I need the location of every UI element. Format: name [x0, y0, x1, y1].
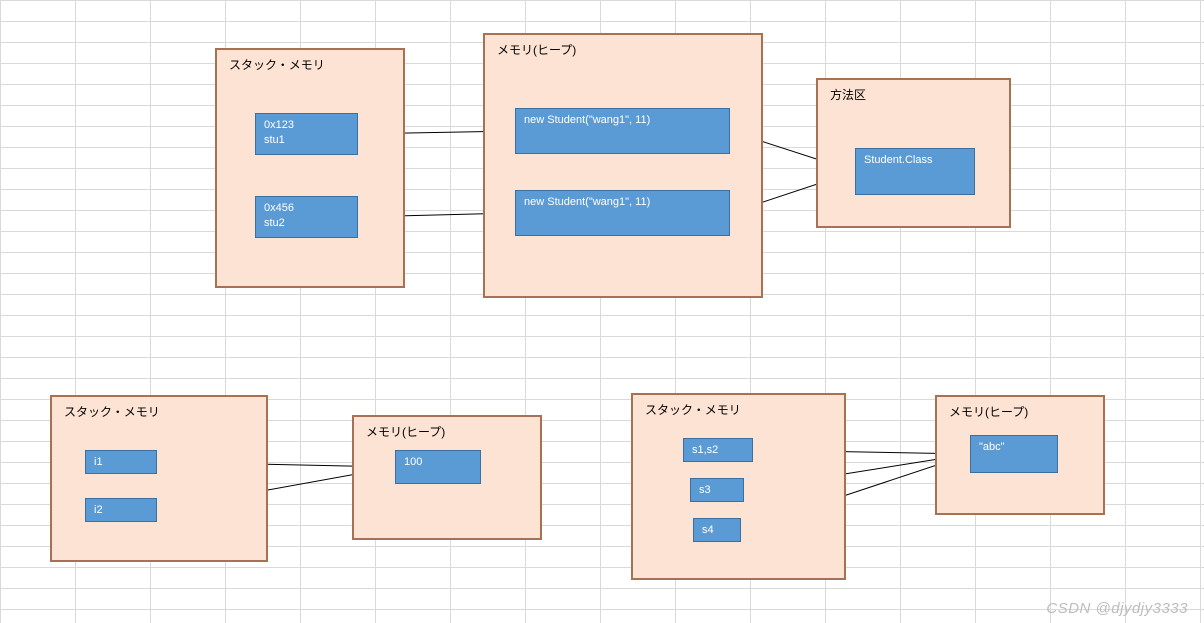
- node-i2: i2: [85, 498, 157, 522]
- node-stuclass: Student.Class: [855, 148, 975, 195]
- node-s4: s4: [693, 518, 741, 542]
- node-stu1: 0x123 stu1: [255, 113, 358, 155]
- panel-heap1: メモリ(ヒープ): [483, 33, 763, 298]
- panel-title-stack3: スタック・メモリ: [645, 401, 741, 418]
- panel-stack2: スタック・メモリ: [50, 395, 268, 562]
- panel-title-heap1: メモリ(ヒープ): [497, 41, 576, 58]
- node-i1: i1: [85, 450, 157, 474]
- node-stu2: 0x456 stu2: [255, 196, 358, 238]
- panel-title-stack2: スタック・メモリ: [64, 403, 160, 420]
- panel-title-stack1: スタック・メモリ: [229, 56, 325, 73]
- node-s3: s3: [690, 478, 744, 502]
- node-newstu1: new Student("wang1", 11): [515, 108, 730, 154]
- node-newstu2: new Student("wang1", 11): [515, 190, 730, 236]
- panel-title-heap3: メモリ(ヒープ): [949, 403, 1028, 420]
- panel-title-heap2: メモリ(ヒープ): [366, 423, 445, 440]
- node-abc: "abc": [970, 435, 1058, 473]
- watermark: CSDN @djydjy3333: [1046, 600, 1188, 617]
- panel-title-method: 方法区: [830, 86, 866, 103]
- panel-stack1: スタック・メモリ: [215, 48, 405, 288]
- node-v100: 100: [395, 450, 481, 484]
- node-s12: s1,s2: [683, 438, 753, 462]
